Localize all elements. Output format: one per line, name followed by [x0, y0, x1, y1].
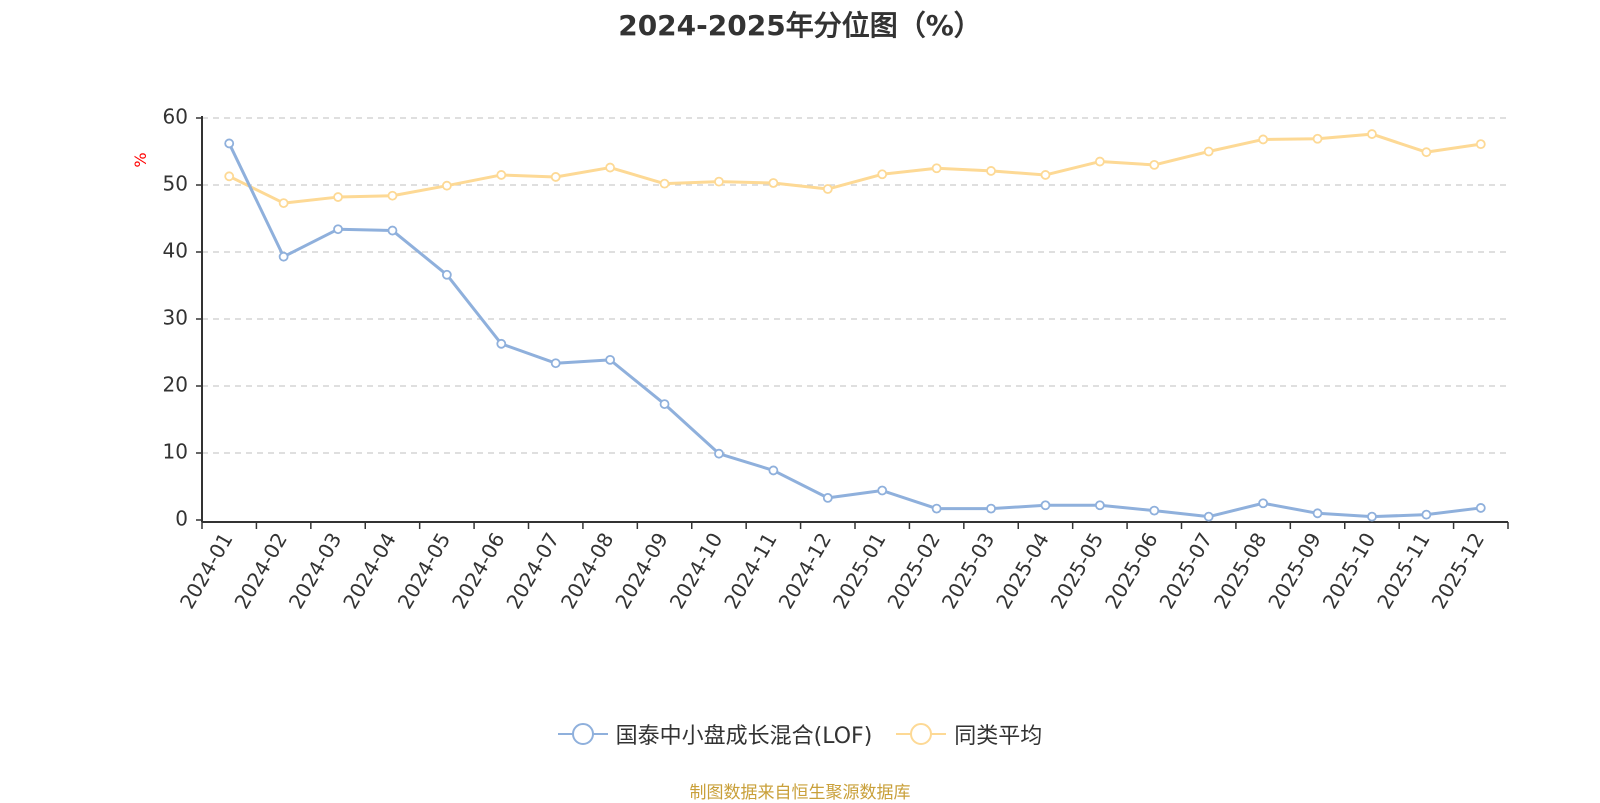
y-tick-label-30: 30 [163, 306, 188, 330]
axes: 01020304050602024-012024-022024-032024-0… [163, 105, 1509, 613]
data-point-peer-average-2025-07[interactable] [1203, 146, 1214, 157]
data-point-peer-average-2024-02[interactable] [278, 198, 289, 208]
data-point-peer-average-2024-11[interactable] [768, 178, 779, 188]
x-tick-label-2024-08: 2024-08 [556, 529, 619, 613]
legend-label-peer-average: 同类平均 [954, 724, 1043, 749]
series-layer [224, 129, 1486, 522]
data-point-fund-2025-03[interactable] [986, 503, 996, 514]
x-tick-label-2024-02: 2024-02 [229, 529, 292, 613]
x-tick-label-2024-10: 2024-10 [665, 529, 728, 613]
grid-lines [202, 117, 1508, 454]
data-point-fund-2025-01[interactable] [877, 485, 888, 496]
legend: 国泰中小盘成长混合(LOF) 同类平均 [0, 718, 1600, 750]
data-point-peer-average-2025-03[interactable] [986, 166, 996, 176]
y-tick-label-10: 10 [163, 440, 188, 464]
data-point-fund-2024-12[interactable] [822, 492, 833, 503]
data-point-fund-2025-12[interactable] [1475, 503, 1486, 513]
data-point-fund-2025-04[interactable] [1040, 500, 1051, 511]
data-point-peer-average-2025-08[interactable] [1258, 134, 1269, 145]
data-point-peer-average-2025-12[interactable] [1475, 139, 1486, 150]
data-point-fund-2025-02[interactable] [931, 503, 942, 514]
y-tick-label-40: 40 [163, 239, 188, 263]
series-line-peer-average [228, 132, 1482, 205]
data-point-peer-average-2024-01[interactable] [224, 171, 235, 182]
data-point-peer-average-2024-04[interactable] [387, 190, 398, 201]
data-point-fund-2024-03[interactable] [333, 224, 343, 235]
x-tick-label-2024-05: 2024-05 [393, 529, 456, 613]
data-point-peer-average-2025-05[interactable] [1094, 156, 1105, 167]
data-point-fund-2024-08[interactable] [605, 354, 616, 365]
data-point-fund-2024-05[interactable] [441, 269, 452, 280]
data-point-fund-2025-10[interactable] [1367, 511, 1377, 522]
x-tick-label-2025-08: 2025-08 [1209, 529, 1272, 613]
x-tick-label-2025-12: 2025-12 [1427, 529, 1490, 613]
series-peer-average [224, 129, 1486, 208]
data-point-fund-2025-09[interactable] [1312, 508, 1323, 519]
chart-title: 2024-2025年分位图（%） [618, 9, 982, 42]
data-point-peer-average-2024-06[interactable] [496, 170, 507, 180]
y-tick-label-60: 60 [163, 105, 188, 129]
x-tick-label-2025-09: 2025-09 [1263, 529, 1326, 613]
data-point-fund-2024-01[interactable] [224, 138, 235, 149]
data-point-fund-2024-07[interactable] [550, 358, 561, 369]
x-tick-label-2025-10: 2025-10 [1318, 529, 1381, 613]
x-tick-label-2024-06: 2024-06 [447, 529, 510, 613]
data-point-fund-2024-09[interactable] [659, 399, 670, 409]
data-point-peer-average-2024-08[interactable] [605, 162, 616, 173]
x-tick-label-2024-03: 2024-03 [284, 529, 347, 613]
series-line-fund [227, 142, 1481, 519]
data-point-peer-average-2025-02[interactable] [931, 163, 942, 174]
data-point-peer-average-2024-03[interactable] [333, 192, 343, 202]
x-tick-label-2025-07: 2025-07 [1154, 529, 1217, 613]
data-point-peer-average-2024-10[interactable] [714, 176, 724, 187]
data-point-fund-2025-05[interactable] [1094, 500, 1105, 511]
x-tick-label-2024-12: 2024-12 [774, 529, 837, 613]
data-point-peer-average-2024-07[interactable] [550, 172, 561, 182]
data-point-peer-average-2025-10[interactable] [1367, 129, 1377, 139]
data-point-fund-2024-11[interactable] [768, 465, 779, 476]
x-tick-label-2025-06: 2025-06 [1100, 529, 1163, 613]
data-point-peer-average-2025-01[interactable] [877, 169, 888, 180]
data-point-peer-average-2024-05[interactable] [441, 180, 452, 191]
data-point-fund-2024-02[interactable] [278, 251, 289, 262]
x-tick-label-2025-11: 2025-11 [1372, 529, 1435, 613]
source-note: 制图数据来自恒生聚源数据库 [689, 783, 911, 803]
data-point-peer-average-2025-09[interactable] [1312, 133, 1323, 144]
data-point-fund-2025-11[interactable] [1421, 509, 1432, 520]
x-tick-label-2025-02: 2025-02 [882, 529, 945, 613]
legend-item-peer-average[interactable]: 同类平均 [896, 718, 1042, 750]
x-tick-label-2025-03: 2025-03 [937, 529, 1000, 613]
data-point-peer-average-2025-04[interactable] [1040, 170, 1051, 180]
data-point-peer-average-2025-11[interactable] [1421, 147, 1432, 158]
x-tick-label-2024-09: 2024-09 [610, 529, 673, 613]
legend-marker-fund [557, 723, 608, 745]
data-point-fund-2024-04[interactable] [387, 225, 398, 236]
data-point-fund-2025-06[interactable] [1149, 505, 1160, 516]
x-tick-label-2025-04: 2025-04 [991, 529, 1054, 613]
data-point-fund-2024-06[interactable] [496, 338, 507, 349]
x-tick-label-2024-04: 2024-04 [338, 529, 401, 613]
x-tick-label-2024-07: 2024-07 [501, 529, 564, 613]
x-tick-label-2025-01: 2025-01 [828, 529, 891, 613]
data-point-fund-2025-08[interactable] [1258, 498, 1269, 509]
x-tick-label-2024-11: 2024-11 [719, 529, 782, 613]
y-tick-label-50: 50 [163, 172, 188, 196]
legend-item-fund[interactable]: 国泰中小盘成长混合(LOF) [557, 718, 873, 750]
y-tick-label-20: 20 [163, 373, 188, 397]
data-point-peer-average-2024-09[interactable] [659, 178, 670, 189]
data-point-fund-2024-10[interactable] [714, 448, 724, 459]
x-tick-label-2025-05: 2025-05 [1046, 529, 1109, 613]
data-point-fund-2025-07[interactable] [1203, 511, 1214, 522]
legend-marker-peer-average [896, 723, 947, 745]
y-tick-label-0: 0 [175, 507, 188, 531]
legend-label-fund: 国泰中小盘成长混合(LOF) [615, 724, 873, 749]
y-axis-label: % [131, 152, 150, 167]
data-point-peer-average-2025-06[interactable] [1149, 159, 1160, 170]
series-fund [224, 138, 1486, 522]
x-tick-label-2024-01: 2024-01 [175, 529, 238, 613]
data-point-peer-average-2024-12[interactable] [822, 184, 833, 194]
